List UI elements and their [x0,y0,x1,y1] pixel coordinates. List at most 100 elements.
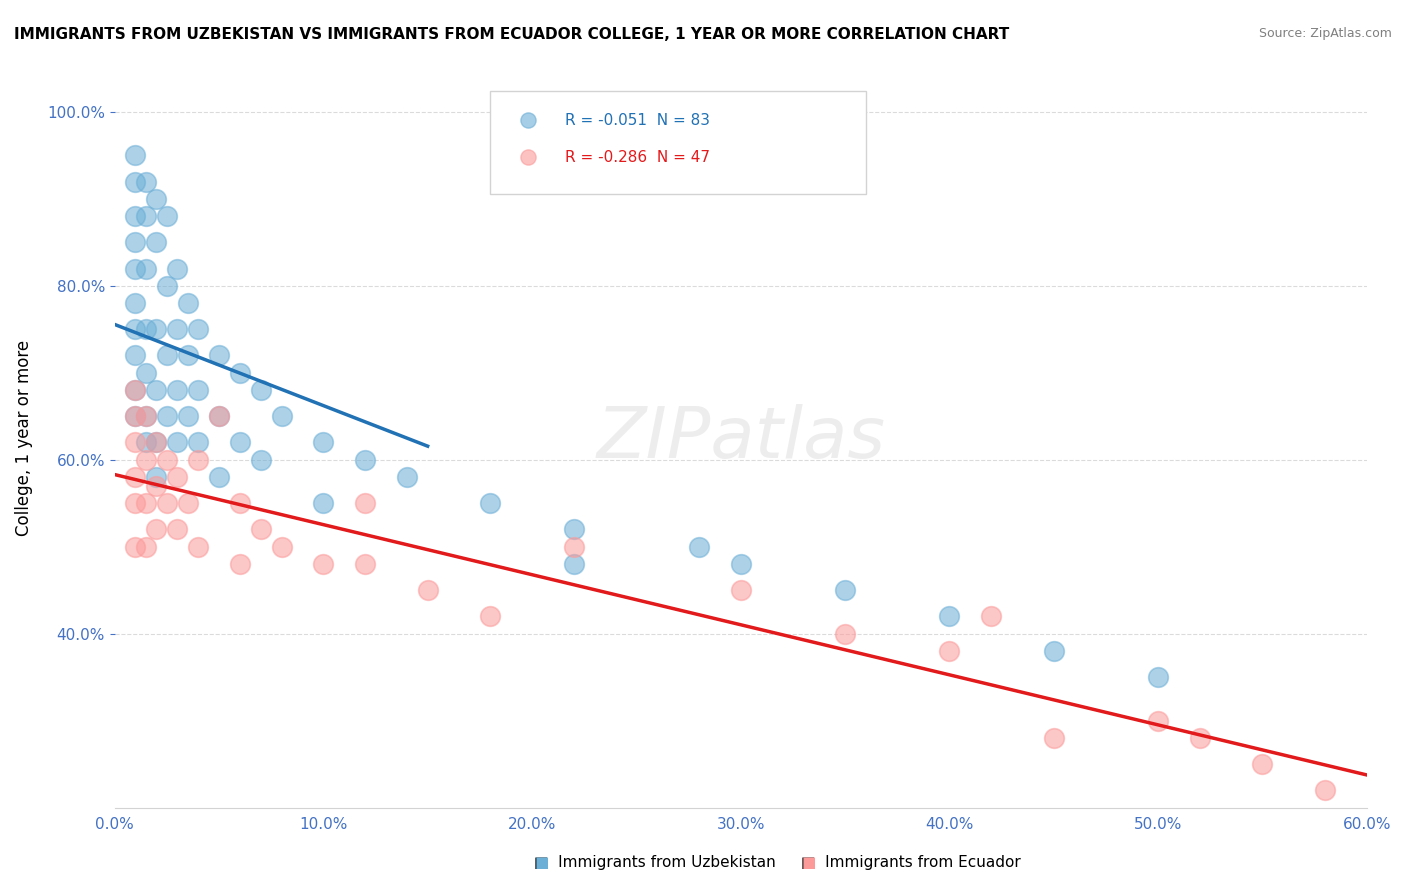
Point [730,583,752,598]
Point [124,235,146,250]
Text: IMMIGRANTS FROM UZBEKISTAN VS IMMIGRANTS FROM ECUADOR COLLEGE, 1 YEAR OR MORE CO: IMMIGRANTS FROM UZBEKISTAN VS IMMIGRANTS… [14,27,1010,42]
Point [1188,731,1211,745]
Point [156,279,179,293]
FancyBboxPatch shape [491,91,866,194]
Point [208,409,231,424]
Point [145,322,167,336]
Point [312,435,335,450]
Point [124,540,146,554]
Point [124,175,146,189]
Point [354,496,377,510]
Point [156,409,179,424]
Point [562,540,585,554]
Point [312,496,335,510]
Point [229,496,252,510]
Point [166,384,188,398]
Point [270,409,292,424]
Point [938,609,960,624]
Point [124,384,146,398]
Point [166,470,188,484]
Point [208,409,231,424]
Point [416,583,439,598]
Point [156,210,179,224]
Point [187,384,209,398]
Point [124,349,146,363]
Text: Source: ZipAtlas.com: Source: ZipAtlas.com [1258,27,1392,40]
Point [562,558,585,572]
Point [1313,783,1336,797]
Point [124,148,146,162]
Point [135,435,157,450]
Point [124,210,146,224]
Point [166,322,188,336]
Point [124,322,146,336]
Point [688,540,710,554]
Point [208,470,231,484]
Point [354,453,377,467]
Point [176,496,198,510]
Point [312,558,335,572]
Point [156,349,179,363]
Point [145,235,167,250]
Point [145,523,167,537]
Text: ■: ■ [801,855,815,870]
Point [1147,714,1170,728]
Point [124,409,146,424]
Point [354,558,377,572]
Point [135,453,157,467]
Point [145,470,167,484]
Point [792,210,814,224]
Point [166,523,188,537]
Point [145,435,167,450]
Point [135,496,157,510]
Point [229,366,252,380]
Point [395,470,418,484]
Point [135,175,157,189]
Y-axis label: College, 1 year or more: College, 1 year or more [15,340,32,536]
Point [187,322,209,336]
Point [135,261,157,276]
Point [176,409,198,424]
Point [479,496,502,510]
Text: R = -0.051  N = 83: R = -0.051 N = 83 [565,112,710,128]
Point [479,609,502,624]
Point [834,626,856,640]
Point [124,296,146,310]
Point [145,192,167,206]
Point [1042,731,1064,745]
Point [176,349,198,363]
Point [187,435,209,450]
Point [135,409,157,424]
Point [166,435,188,450]
Point [124,384,146,398]
Point [834,583,856,598]
Text: ■  Immigrants from Ecuador: ■ Immigrants from Ecuador [801,855,1021,870]
Point [145,435,167,450]
Point [229,558,252,572]
Point [135,540,157,554]
Point [792,166,814,180]
Point [208,349,231,363]
Point [145,479,167,493]
Point [124,496,146,510]
Point [249,523,271,537]
Point [166,261,188,276]
Point [249,453,271,467]
Text: ■: ■ [534,855,548,870]
Text: R = -0.286  N = 47: R = -0.286 N = 47 [565,150,710,165]
Point [1251,757,1274,772]
Point [1042,644,1064,658]
Point [187,453,209,467]
Point [124,409,146,424]
Point [135,210,157,224]
Point [124,470,146,484]
Point [980,609,1002,624]
Point [1147,670,1170,684]
Text: ■  Immigrants from Uzbekistan: ■ Immigrants from Uzbekistan [534,855,776,870]
Point [730,558,752,572]
Point [187,540,209,554]
Point [229,435,252,450]
Point [562,523,585,537]
Point [135,409,157,424]
Point [156,496,179,510]
